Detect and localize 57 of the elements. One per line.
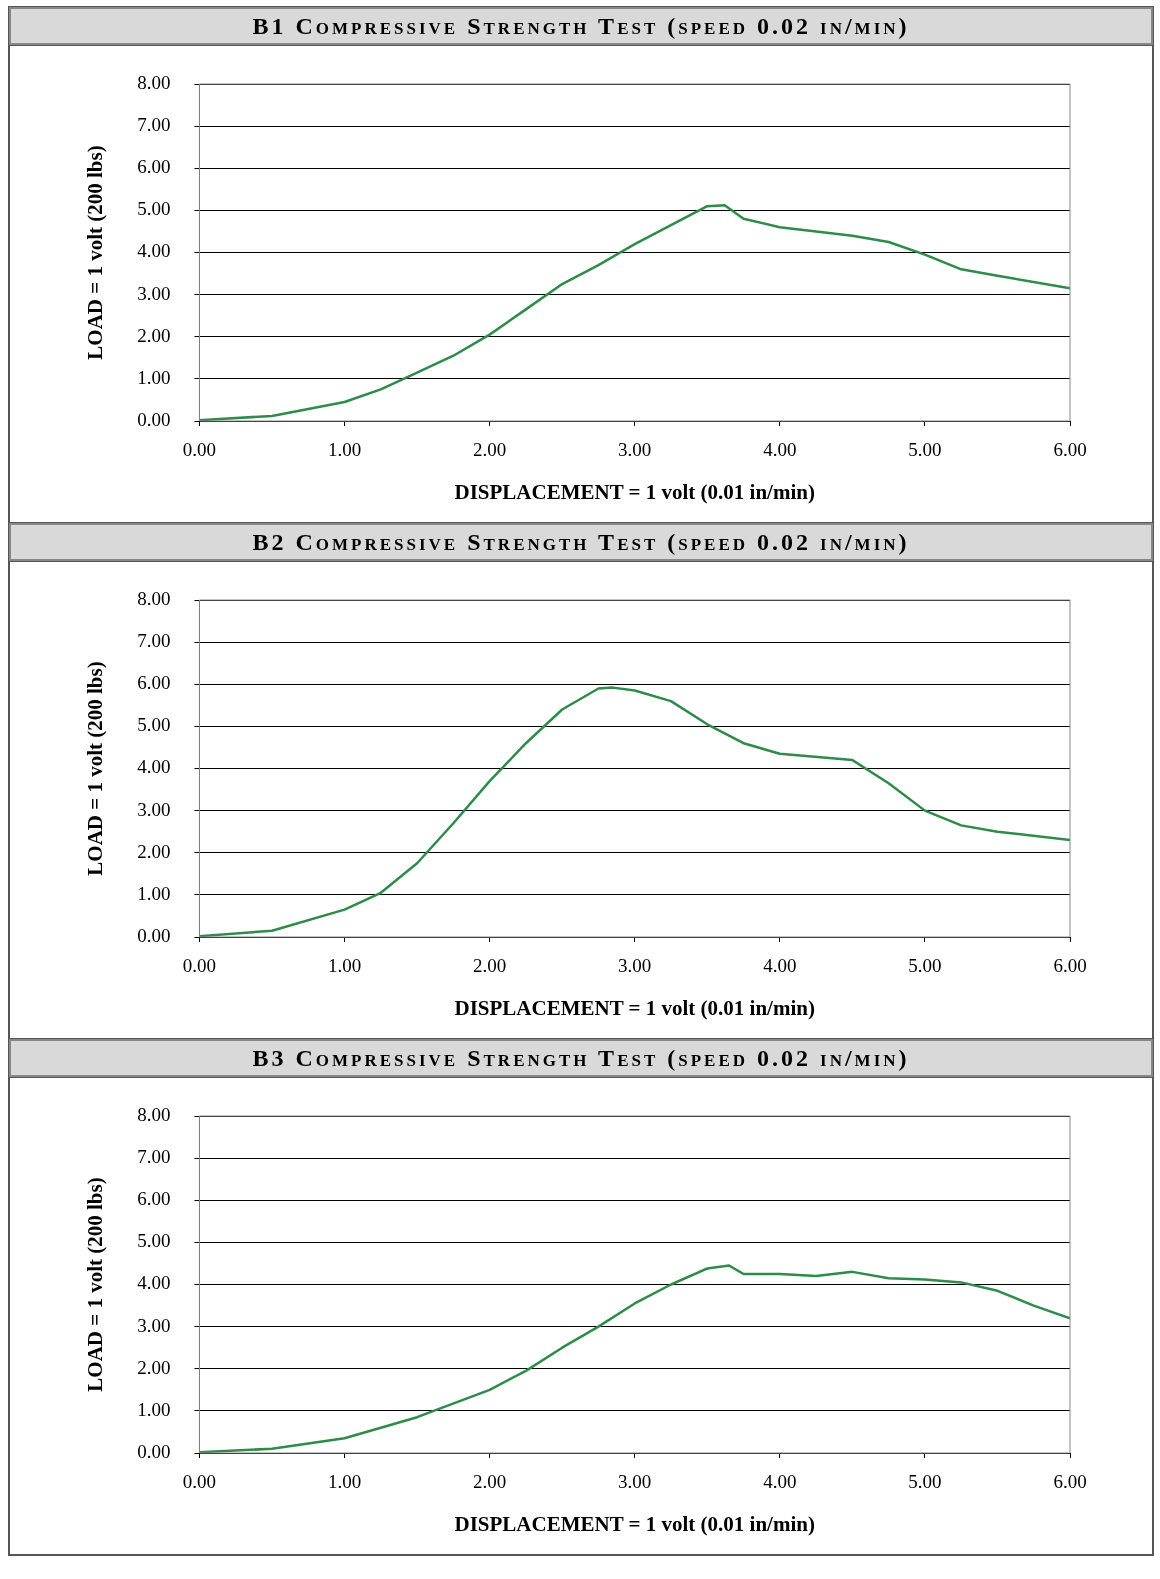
x-tick-label: 0.00 bbox=[182, 1471, 217, 1493]
x-tick-label: 5.00 bbox=[908, 439, 942, 461]
y-tick-label: 2.00 bbox=[137, 840, 171, 862]
y-tick-label: 0.00 bbox=[137, 924, 171, 946]
x-axis-title: DISPLACEMENT = 1 volt (0.01 in/min) bbox=[454, 995, 815, 1020]
x-tick-label: 2.00 bbox=[473, 1471, 507, 1493]
y-tick-label: 1.00 bbox=[137, 366, 171, 388]
chart-title: B2 Compressive Strength Test (speed 0.02 in/min) bbox=[9, 523, 1153, 561]
x-tick-label: 4.00 bbox=[763, 955, 797, 977]
y-tick-label: 2.00 bbox=[137, 324, 171, 346]
x-axis-title: DISPLACEMENT = 1 volt (0.01 in/min) bbox=[454, 479, 815, 504]
y-tick-label: 8.00 bbox=[137, 587, 171, 609]
y-tick-label: 4.00 bbox=[137, 240, 171, 262]
x-tick-label: 4.00 bbox=[763, 439, 797, 461]
y-tick-label: 8.00 bbox=[137, 1103, 171, 1125]
y-tick-label: 5.00 bbox=[137, 1230, 171, 1252]
x-tick-label: 0.00 bbox=[182, 955, 217, 977]
y-tick-label: 3.00 bbox=[137, 1314, 171, 1336]
x-axis-title: DISPLACEMENT = 1 volt (0.01 in/min) bbox=[454, 1511, 815, 1536]
x-tick-label: 6.00 bbox=[1053, 955, 1087, 977]
x-tick-label: 2.00 bbox=[473, 955, 507, 977]
x-tick-label: 3.00 bbox=[618, 955, 652, 977]
x-tick-label: 5.00 bbox=[908, 955, 942, 977]
y-tick-label: 1.00 bbox=[137, 882, 171, 904]
y-tick-label: 4.00 bbox=[137, 756, 171, 778]
y-tick-label: 5.00 bbox=[137, 198, 171, 220]
y-axis-title: LOAD = 1 volt (200 lbs) bbox=[83, 661, 108, 876]
y-tick-label: 3.00 bbox=[137, 798, 171, 820]
x-tick-label: 3.00 bbox=[618, 439, 652, 461]
x-tick-label: 2.00 bbox=[473, 439, 507, 461]
y-tick-label: 6.00 bbox=[137, 672, 171, 694]
y-tick-label: 4.00 bbox=[137, 1272, 171, 1294]
x-tick-label: 6.00 bbox=[1053, 439, 1087, 461]
y-tick-label: 0.00 bbox=[137, 408, 171, 430]
y-tick-label: 1.00 bbox=[137, 1398, 171, 1420]
x-tick-label: 0.00 bbox=[182, 439, 217, 461]
y-tick-label: 8.00 bbox=[137, 71, 171, 93]
y-tick-label: 2.00 bbox=[137, 1356, 171, 1378]
x-tick-label: 6.00 bbox=[1053, 1471, 1087, 1493]
x-tick-label: 5.00 bbox=[908, 1471, 942, 1493]
x-tick-label: 1.00 bbox=[327, 955, 362, 977]
y-tick-label: 7.00 bbox=[137, 630, 171, 652]
y-tick-label: 7.00 bbox=[137, 1146, 171, 1168]
y-axis-title: LOAD = 1 volt (200 lbs) bbox=[83, 1177, 108, 1392]
y-tick-label: 3.00 bbox=[137, 282, 171, 304]
x-tick-label: 3.00 bbox=[618, 1471, 652, 1493]
x-tick-label: 1.00 bbox=[327, 1471, 362, 1493]
y-tick-label: 5.00 bbox=[137, 714, 171, 736]
y-tick-label: 6.00 bbox=[137, 1188, 171, 1210]
chart-title: B3 Compressive Strength Test (speed 0.02 in/min) bbox=[9, 1039, 1153, 1077]
y-tick-label: 6.00 bbox=[137, 156, 171, 178]
x-tick-label: 1.00 bbox=[327, 439, 362, 461]
chart-title: B1 Compressive Strength Test (speed 0.02 in/min) bbox=[9, 7, 1153, 45]
x-tick-label: 4.00 bbox=[763, 1471, 797, 1493]
y-axis-title: LOAD = 1 volt (200 lbs) bbox=[83, 145, 108, 360]
y-tick-label: 0.00 bbox=[137, 1440, 171, 1462]
y-tick-label: 7.00 bbox=[137, 114, 171, 136]
